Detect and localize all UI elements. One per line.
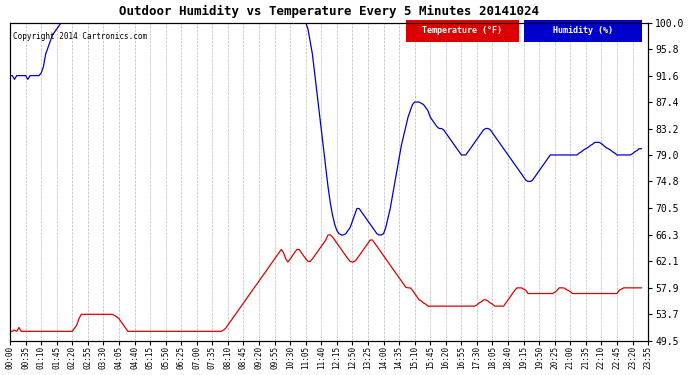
Title: Outdoor Humidity vs Temperature Every 5 Minutes 20141024: Outdoor Humidity vs Temperature Every 5 …	[119, 5, 539, 18]
Text: Copyright 2014 Cartronics.com: Copyright 2014 Cartronics.com	[13, 32, 148, 41]
